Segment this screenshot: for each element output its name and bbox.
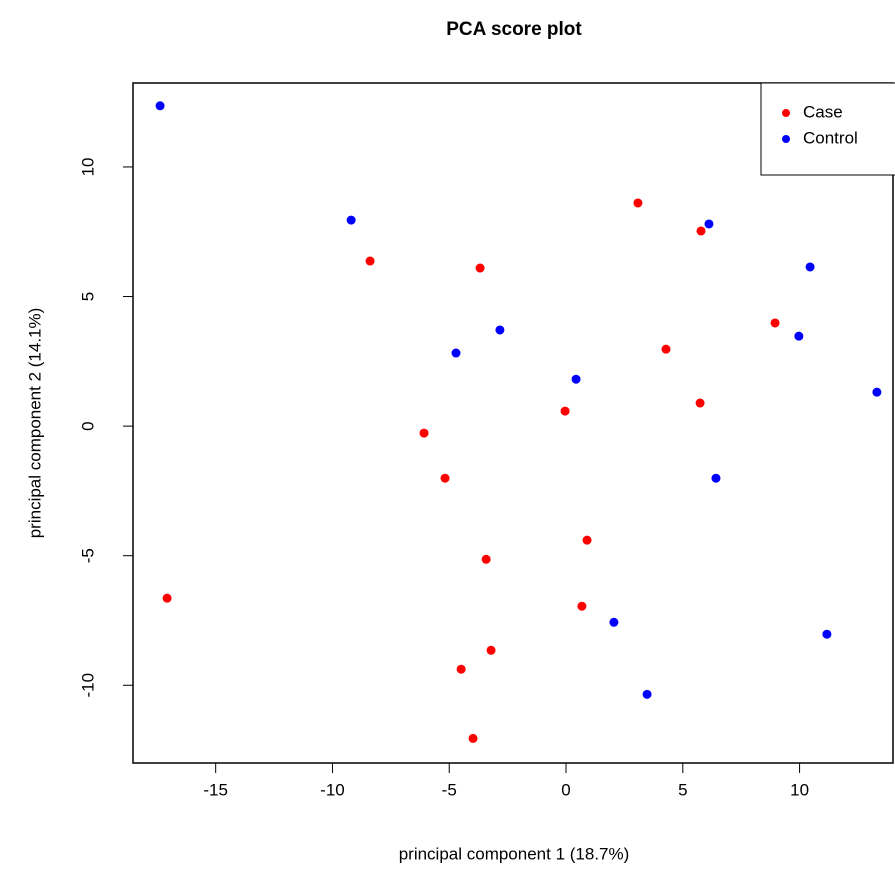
y-tick-label: 10 bbox=[78, 158, 97, 177]
x-tick-label: 5 bbox=[678, 780, 687, 799]
point bbox=[486, 645, 496, 655]
point bbox=[495, 325, 505, 335]
legend-marker bbox=[782, 135, 790, 143]
x-tick-label: -5 bbox=[442, 780, 457, 799]
point bbox=[805, 262, 815, 272]
point bbox=[419, 428, 429, 438]
point bbox=[661, 344, 671, 354]
point bbox=[451, 348, 461, 358]
point bbox=[577, 601, 587, 611]
point bbox=[609, 617, 619, 627]
point bbox=[560, 406, 570, 416]
x-axis-label: principal component 1 (18.7%) bbox=[399, 844, 630, 863]
point bbox=[468, 733, 478, 743]
x-tick-label: 10 bbox=[790, 780, 809, 799]
point bbox=[633, 198, 643, 208]
y-tick-label: -10 bbox=[78, 673, 97, 698]
point bbox=[642, 689, 652, 699]
y-tick-label: 0 bbox=[78, 421, 97, 430]
legend-label: Control bbox=[803, 128, 858, 147]
chart-title: PCA score plot bbox=[446, 19, 582, 40]
x-tick-label: 0 bbox=[561, 780, 570, 799]
point bbox=[481, 554, 491, 564]
point bbox=[822, 629, 832, 639]
plot-frame bbox=[132, 82, 894, 764]
point bbox=[155, 101, 165, 111]
point bbox=[704, 219, 714, 229]
y-tick-label: -5 bbox=[78, 548, 97, 563]
point bbox=[346, 215, 356, 225]
point bbox=[582, 535, 592, 545]
point bbox=[696, 226, 706, 236]
point bbox=[711, 473, 721, 483]
point bbox=[440, 473, 450, 483]
point bbox=[571, 374, 581, 384]
x-tick-label: -15 bbox=[203, 780, 228, 799]
legend-label: Case bbox=[803, 102, 843, 121]
point bbox=[770, 318, 780, 328]
x-tick-label: -10 bbox=[320, 780, 345, 799]
legend-marker bbox=[782, 109, 790, 117]
y-tick-label: 5 bbox=[78, 292, 97, 301]
point bbox=[475, 263, 485, 273]
point bbox=[794, 331, 804, 341]
point bbox=[162, 593, 172, 603]
point bbox=[456, 664, 466, 674]
point bbox=[365, 256, 375, 266]
legend-box bbox=[760, 82, 895, 176]
point bbox=[695, 398, 705, 408]
y-axis-label: principal component 2 (14.1%) bbox=[25, 308, 44, 539]
point bbox=[872, 387, 882, 397]
